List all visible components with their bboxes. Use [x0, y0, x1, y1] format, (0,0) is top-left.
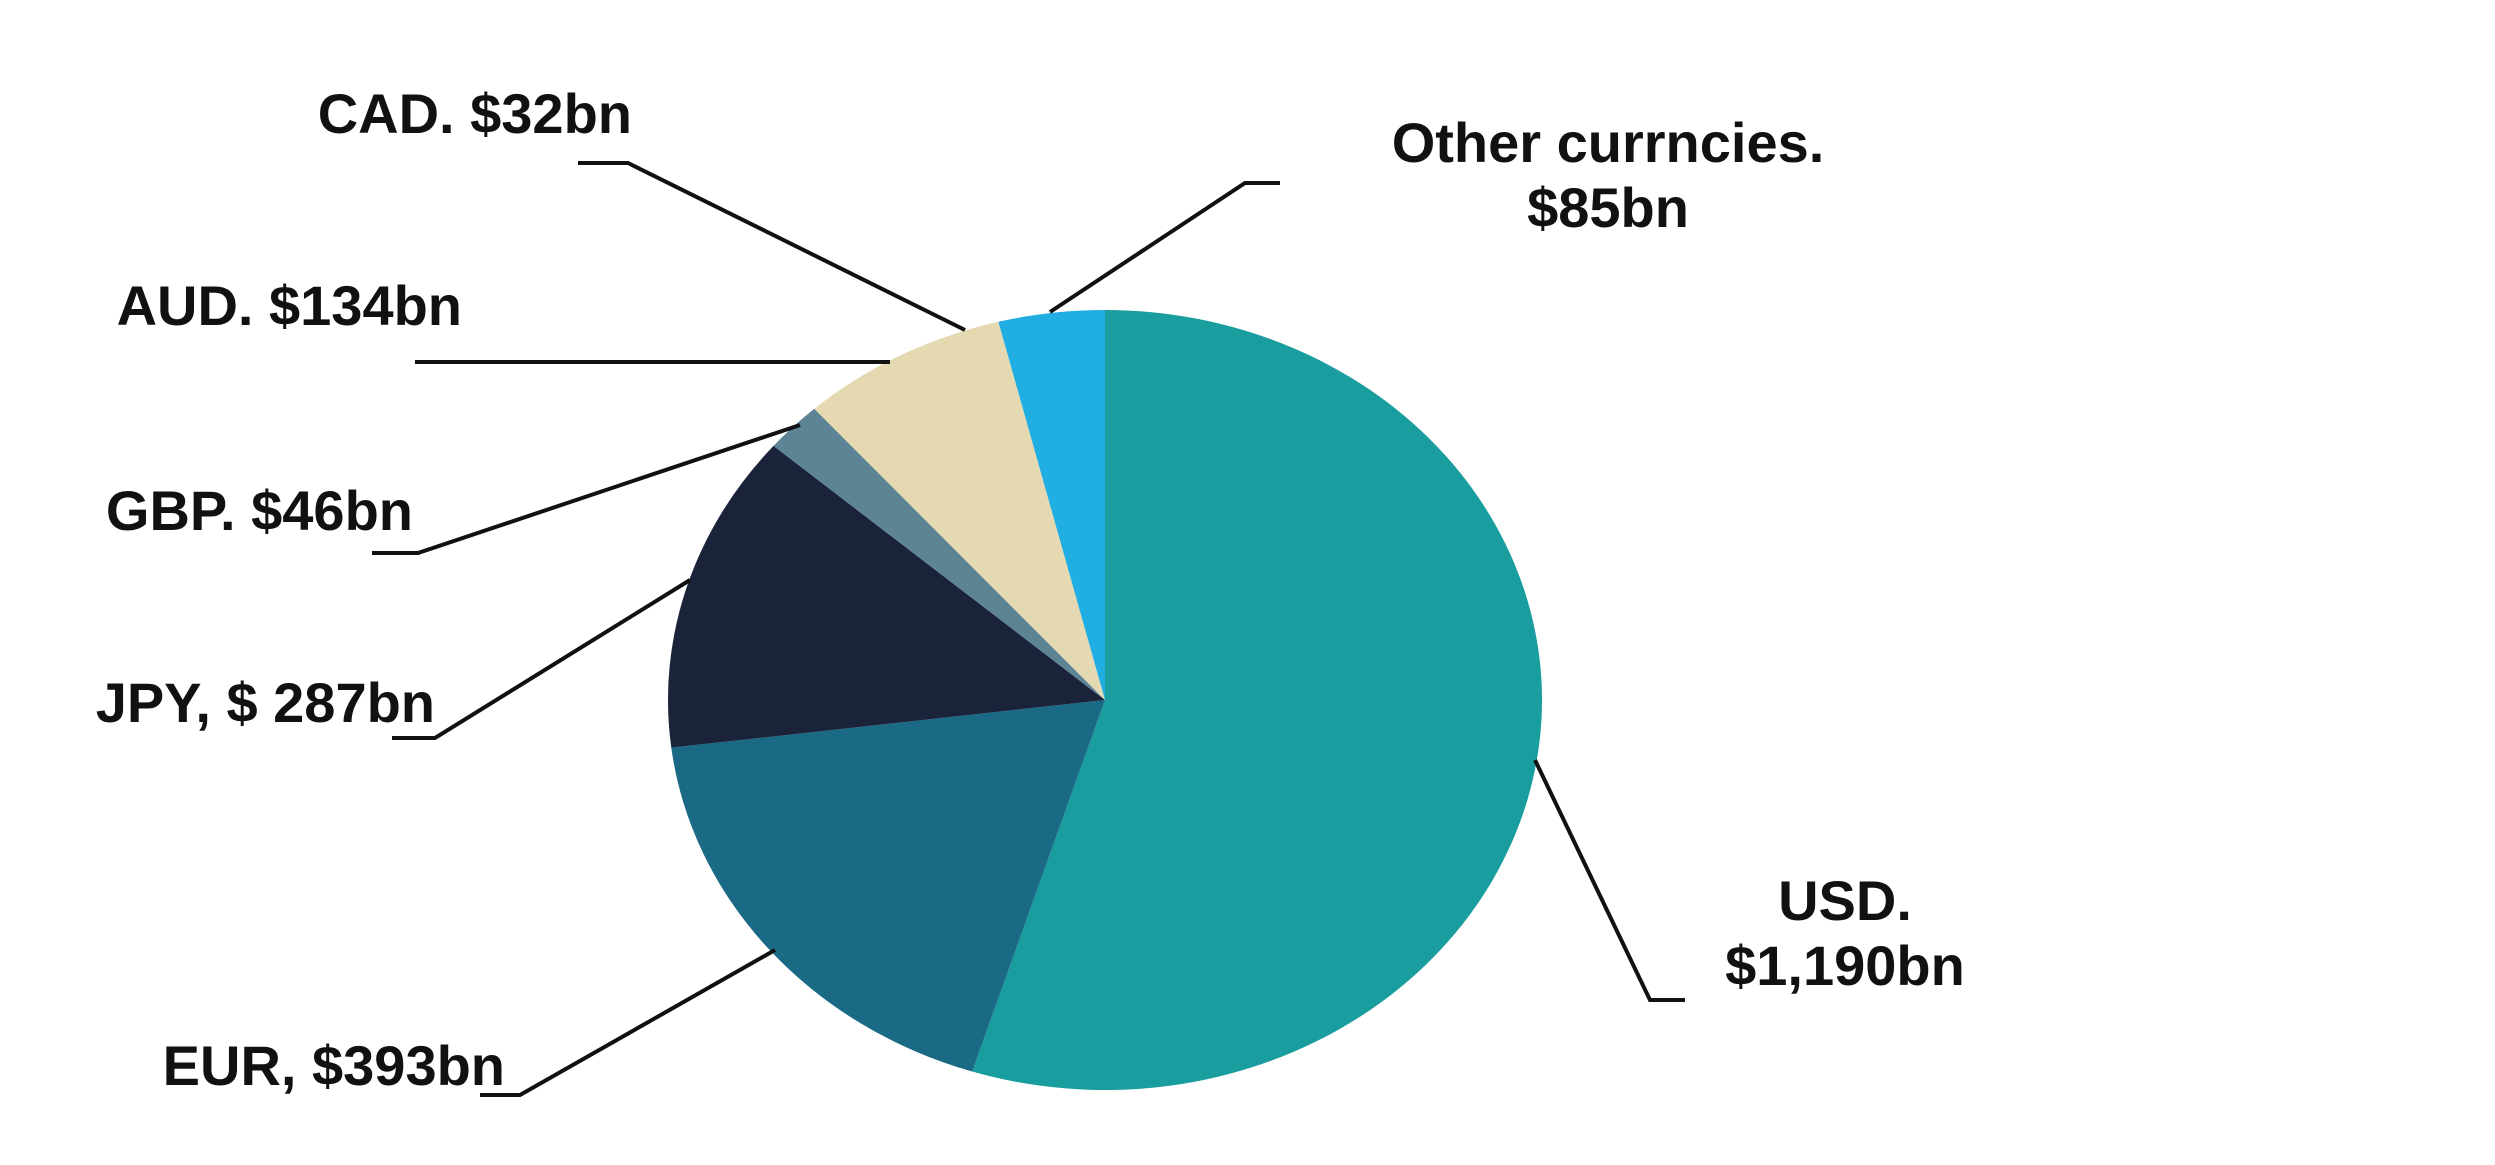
slice-label: AUD. $134bn [117, 274, 462, 337]
leader-lines [372, 161, 1685, 1097]
leader-line [578, 161, 966, 332]
slice-label: $85bn [1527, 176, 1689, 239]
leader-line [480, 948, 776, 1097]
slices-layer [667, 310, 1543, 1090]
leader-line [1533, 759, 1685, 1002]
slice-label: $1,190bn [1725, 934, 1965, 997]
slice-label: EUR, $393bn [163, 1034, 505, 1097]
leader-line [372, 423, 801, 555]
pie-slice [959, 321, 1105, 700]
leader-line [392, 578, 692, 740]
pie-slice [671, 700, 1105, 1072]
leader-line [1048, 181, 1280, 314]
slice-label: USD. [1778, 869, 1912, 932]
slice-label: GBP. $46bn [106, 479, 413, 542]
pie-slice [972, 310, 1543, 1090]
pie-slice [998, 310, 1105, 700]
pie-slice [773, 408, 1105, 700]
slice-label: Other currncies. [1392, 111, 1825, 174]
slice-label: CAD. $32bn [318, 82, 632, 145]
pie-slice [814, 332, 1105, 700]
pie-slice [667, 445, 1105, 748]
slice-labels: USD.$1,190bn EUR, $393bn JPY, $ 287bn GBP. … [96, 82, 1965, 1097]
slice-label: JPY, $ 287bn [96, 671, 435, 734]
